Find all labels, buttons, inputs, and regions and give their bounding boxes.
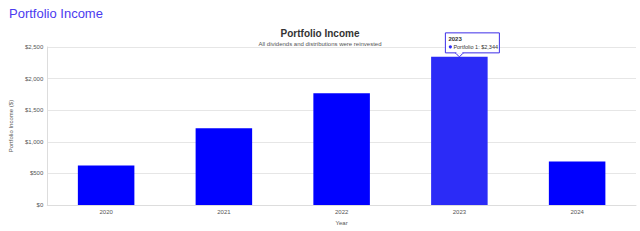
svg-text:$500: $500 <box>30 170 44 176</box>
svg-text:Portfolio Income ($): Portfolio Income ($) <box>8 100 14 152</box>
svg-text:2020: 2020 <box>99 209 113 215</box>
svg-text:$2,500: $2,500 <box>25 44 44 50</box>
svg-text:2024: 2024 <box>570 209 584 215</box>
svg-text:2023: 2023 <box>448 36 462 42</box>
svg-text:Year: Year <box>336 220 348 226</box>
svg-text:$1,000: $1,000 <box>25 139 44 145</box>
svg-text:Portfolio 1: $2,344: Portfolio 1: $2,344 <box>453 44 498 50</box>
svg-text:All dividends and distribution: All dividends and distributions were rei… <box>258 41 381 47</box>
svg-text:$1,500: $1,500 <box>25 107 44 113</box>
svg-text:$0: $0 <box>37 202 44 208</box>
svg-text:Portfolio Income: Portfolio Income <box>9 6 103 21</box>
svg-text:$2,000: $2,000 <box>25 76 44 82</box>
svg-text:2021: 2021 <box>217 209 231 215</box>
svg-text:2022: 2022 <box>335 209 349 215</box>
svg-text:2023: 2023 <box>453 209 467 215</box>
svg-text:Portfolio Income: Portfolio Income <box>281 28 360 39</box>
